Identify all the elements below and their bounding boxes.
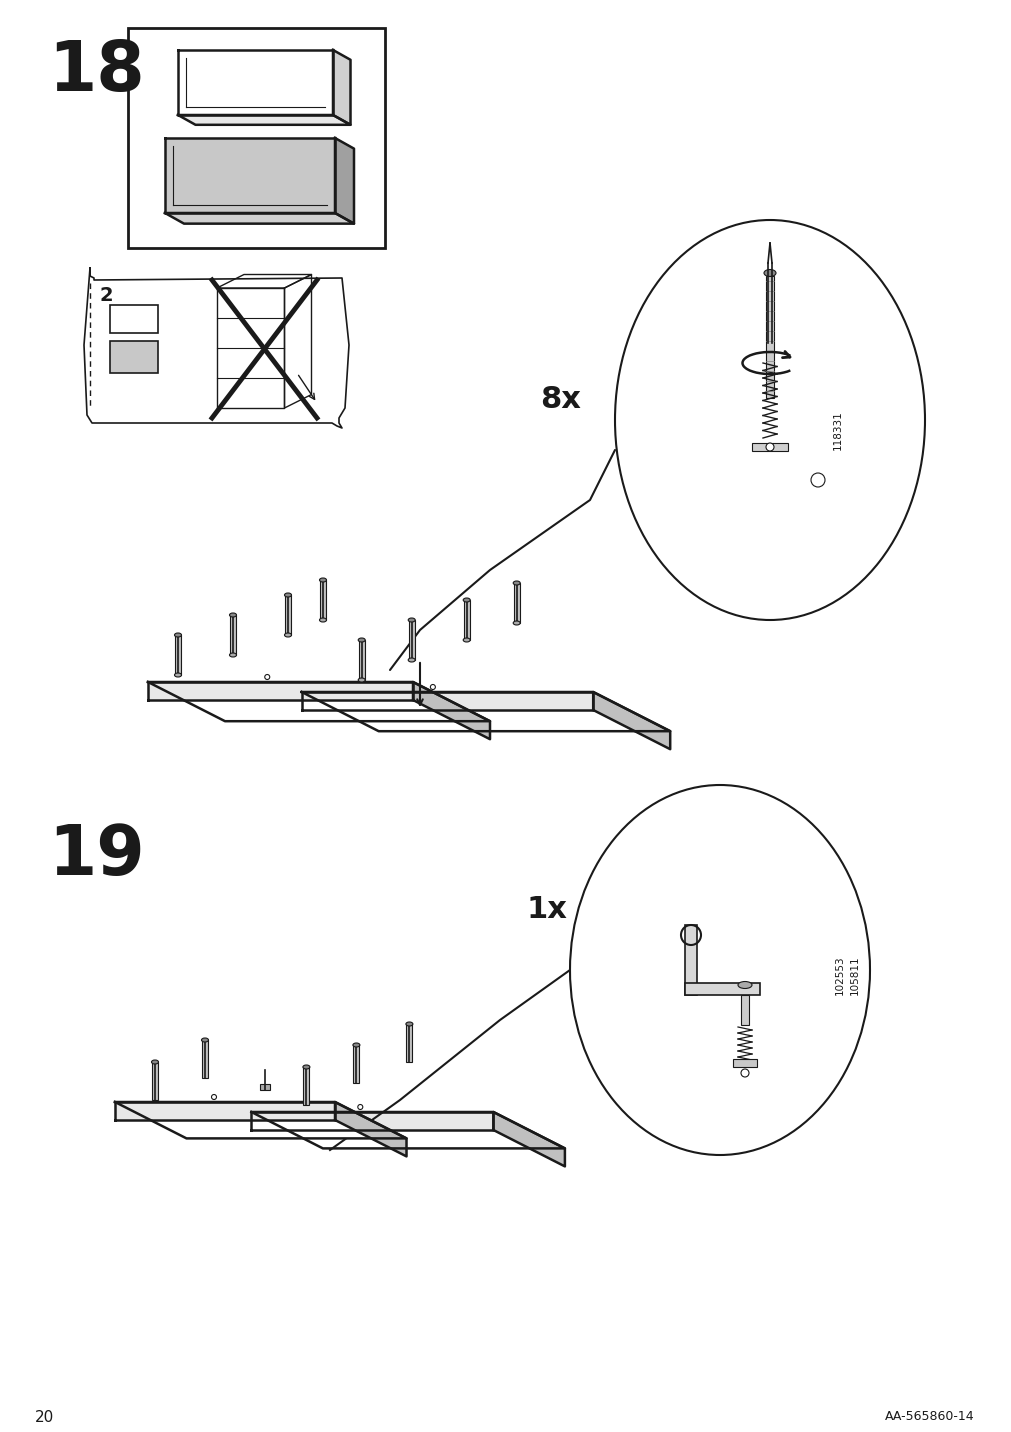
Ellipse shape [229,653,237,657]
Polygon shape [333,50,350,125]
Bar [285,596,291,634]
Polygon shape [251,1113,564,1148]
Circle shape [211,1094,216,1100]
Bar [732,1060,756,1067]
Ellipse shape [152,1060,159,1064]
Bar [152,1063,158,1100]
Bar [358,640,364,680]
Bar [514,583,520,623]
Ellipse shape [302,1065,309,1070]
Bar [353,1045,359,1083]
Bar [110,305,158,334]
Bar [127,29,384,248]
Polygon shape [115,1103,335,1120]
Ellipse shape [319,619,327,621]
Ellipse shape [463,599,470,601]
Ellipse shape [174,633,181,637]
Bar [202,1040,208,1078]
Bar [260,1084,270,1090]
Ellipse shape [405,1022,412,1025]
Ellipse shape [201,1038,208,1042]
Polygon shape [178,50,333,115]
Polygon shape [335,137,354,223]
Polygon shape [335,1103,406,1157]
Text: 2: 2 [100,286,113,305]
Circle shape [265,674,270,680]
Ellipse shape [407,619,415,621]
Polygon shape [412,682,489,739]
Bar [110,341,158,372]
Text: 118331: 118331 [832,410,842,450]
Polygon shape [115,1103,406,1138]
Ellipse shape [513,621,520,624]
Bar [406,1024,412,1063]
Polygon shape [165,137,335,213]
Bar [751,442,788,451]
Ellipse shape [763,269,775,276]
Bar [319,580,326,620]
Circle shape [358,1104,362,1110]
Text: 20: 20 [35,1411,55,1425]
Ellipse shape [358,677,365,682]
Bar [684,982,759,995]
Polygon shape [165,213,354,223]
Circle shape [740,1070,748,1077]
Ellipse shape [615,221,924,620]
Ellipse shape [229,613,237,617]
Ellipse shape [319,579,327,581]
Ellipse shape [463,639,470,642]
Polygon shape [178,115,350,125]
Ellipse shape [569,785,869,1156]
Ellipse shape [353,1042,360,1047]
Polygon shape [148,682,489,722]
Bar [765,276,773,398]
Polygon shape [592,692,669,749]
Polygon shape [148,682,412,700]
Text: 1x: 1x [527,895,567,924]
Ellipse shape [284,593,291,597]
Circle shape [765,442,773,451]
Text: 105811: 105811 [849,955,859,995]
Polygon shape [301,692,669,732]
Ellipse shape [174,673,181,677]
Bar [303,1067,309,1106]
Text: AA-565860-14: AA-565860-14 [885,1411,974,1423]
Bar [229,614,236,654]
Ellipse shape [284,633,291,637]
Text: 19: 19 [48,822,145,889]
Bar [408,620,415,660]
Text: 102553: 102553 [834,955,844,995]
Circle shape [810,473,824,487]
Text: 8x: 8x [540,385,580,414]
Bar [684,925,697,995]
Ellipse shape [358,639,365,642]
Polygon shape [301,692,592,710]
Circle shape [430,684,435,689]
Bar [740,995,748,1025]
Text: 18: 18 [48,39,145,105]
Bar [175,634,181,674]
Ellipse shape [737,981,751,988]
Polygon shape [493,1113,564,1167]
Ellipse shape [513,581,520,586]
Ellipse shape [407,657,415,662]
Bar [463,600,469,640]
Polygon shape [251,1113,493,1130]
